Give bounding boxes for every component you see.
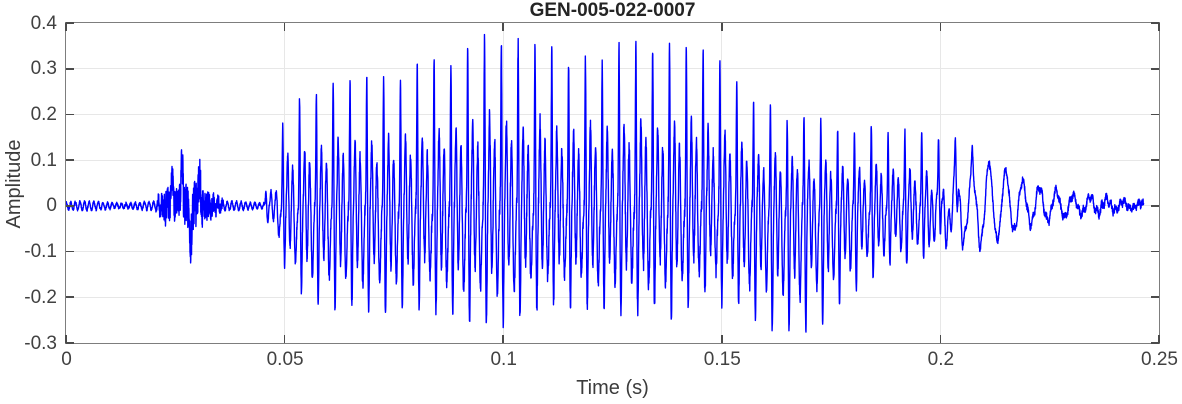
plot-area [65, 22, 1160, 344]
y-tickmark-left [66, 113, 74, 116]
y-tickmark-left [66, 342, 74, 344]
x-tickmark-bottom [721, 335, 723, 343]
x-tickmark-top [721, 23, 723, 31]
y-tickmark-left [66, 22, 74, 24]
y-tick-label: -0.3 [24, 332, 57, 354]
waveform-canvas [66, 23, 1159, 343]
y-tickmark-right [1151, 113, 1159, 116]
y-tickmark-right [1151, 67, 1159, 70]
y-tickmark-right [1151, 342, 1159, 344]
x-tick-label: 0.05 [266, 349, 304, 370]
x-tickmark-top [283, 23, 286, 31]
x-tickmark-bottom [502, 335, 504, 343]
x-tickmark-bottom [65, 335, 67, 343]
x-tickmark-bottom [283, 335, 286, 343]
y-tickmark-left [66, 205, 74, 207]
y-tickmark-right [1151, 159, 1159, 161]
y-tick-label: -0.2 [24, 286, 57, 308]
y-tick-label: 0.2 [30, 103, 57, 125]
y-tickmark-right [1151, 296, 1159, 299]
x-tickmark-top [502, 23, 504, 31]
y-tickmark-right [1151, 22, 1159, 24]
x-tickmark-top [939, 23, 942, 31]
x-tickmark-top [1158, 23, 1160, 31]
y-axis-label: Amplitude [3, 139, 25, 229]
x-tickmark-top [65, 23, 67, 31]
x-tickmark-bottom [1158, 335, 1160, 343]
x-tick-label: 0.2 [927, 349, 955, 370]
y-tick-label: -0.1 [24, 241, 57, 263]
x-tick-label: 0 [61, 349, 72, 370]
y-tickmark-left [66, 296, 74, 299]
x-axis-label: Time (s) [576, 377, 649, 399]
plot-title: GEN-005-022-0007 [529, 0, 696, 21]
y-tick-label: 0.3 [30, 58, 57, 80]
x-tickmark-bottom [939, 335, 942, 343]
x-tick-label: 0.15 [703, 349, 741, 370]
y-tick-label: 0 [46, 195, 57, 217]
y-tickmark-left [66, 159, 74, 161]
y-tickmark-right [1151, 205, 1159, 207]
x-tick-label: 0.25 [1141, 349, 1178, 370]
y-tickmark-right [1151, 250, 1159, 253]
x-tick-label: 0.1 [490, 349, 517, 370]
y-tickmark-left [66, 250, 74, 253]
y-tick-label: 0.4 [30, 12, 57, 34]
y-tickmark-left [66, 67, 74, 70]
y-tick-label: 0.1 [30, 149, 57, 171]
